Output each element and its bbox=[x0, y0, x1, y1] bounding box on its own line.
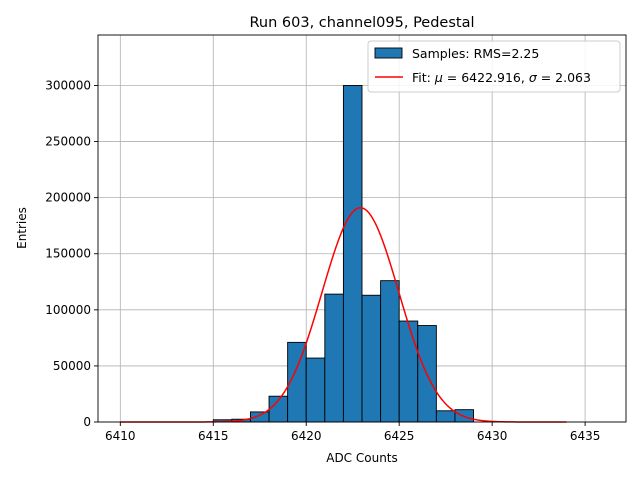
legend-histogram-swatch bbox=[374, 47, 403, 59]
histogram-bar bbox=[380, 280, 400, 423]
y-tick-label: 100000 bbox=[45, 303, 91, 317]
y-tick-label: 50000 bbox=[53, 359, 91, 373]
y-axis-label: Entries bbox=[15, 207, 29, 249]
y-tick-label: 150000 bbox=[45, 247, 91, 261]
legend-fit-label: Fit: μ = 6422.916, σ = 2.063 bbox=[412, 70, 591, 85]
x-tick-label: 6430 bbox=[477, 429, 508, 443]
histogram-bar bbox=[361, 294, 382, 423]
y-tick-label: 250000 bbox=[45, 135, 91, 149]
plot-frame bbox=[97, 34, 627, 423]
histogram-bar bbox=[342, 85, 363, 423]
histogram-bar bbox=[305, 357, 326, 423]
x-tick-label: 6415 bbox=[198, 429, 229, 443]
histogram-bar bbox=[398, 320, 419, 423]
x-tick-label: 6425 bbox=[384, 429, 415, 443]
y-tick-label: 0 bbox=[83, 415, 91, 429]
y-tick-label: 200000 bbox=[45, 191, 91, 205]
legend-histogram-label: Samples: RMS=2.25 bbox=[412, 46, 539, 61]
histogram-bar bbox=[435, 410, 456, 423]
x-axis-label: ADC Counts bbox=[326, 451, 398, 465]
histogram-bar bbox=[324, 293, 344, 423]
chart-title: Run 603, channel095, Pedestal bbox=[249, 15, 474, 31]
y-tick-label: 300000 bbox=[45, 78, 91, 92]
legend-box bbox=[367, 40, 621, 93]
y-axis-ticks: 0 50000 100000 150000 200000 250000 300000 bbox=[45, 78, 98, 429]
x-tick-label: 6420 bbox=[291, 429, 322, 443]
legend: Samples: RMS=2.25 Fit: μ = 6422.916, σ =… bbox=[367, 40, 621, 93]
x-tick-label: 6410 bbox=[105, 429, 136, 443]
x-tick-label: 6435 bbox=[570, 429, 601, 443]
x-axis-ticks: 6410 6415 6420 6425 6430 6435 bbox=[105, 422, 600, 443]
